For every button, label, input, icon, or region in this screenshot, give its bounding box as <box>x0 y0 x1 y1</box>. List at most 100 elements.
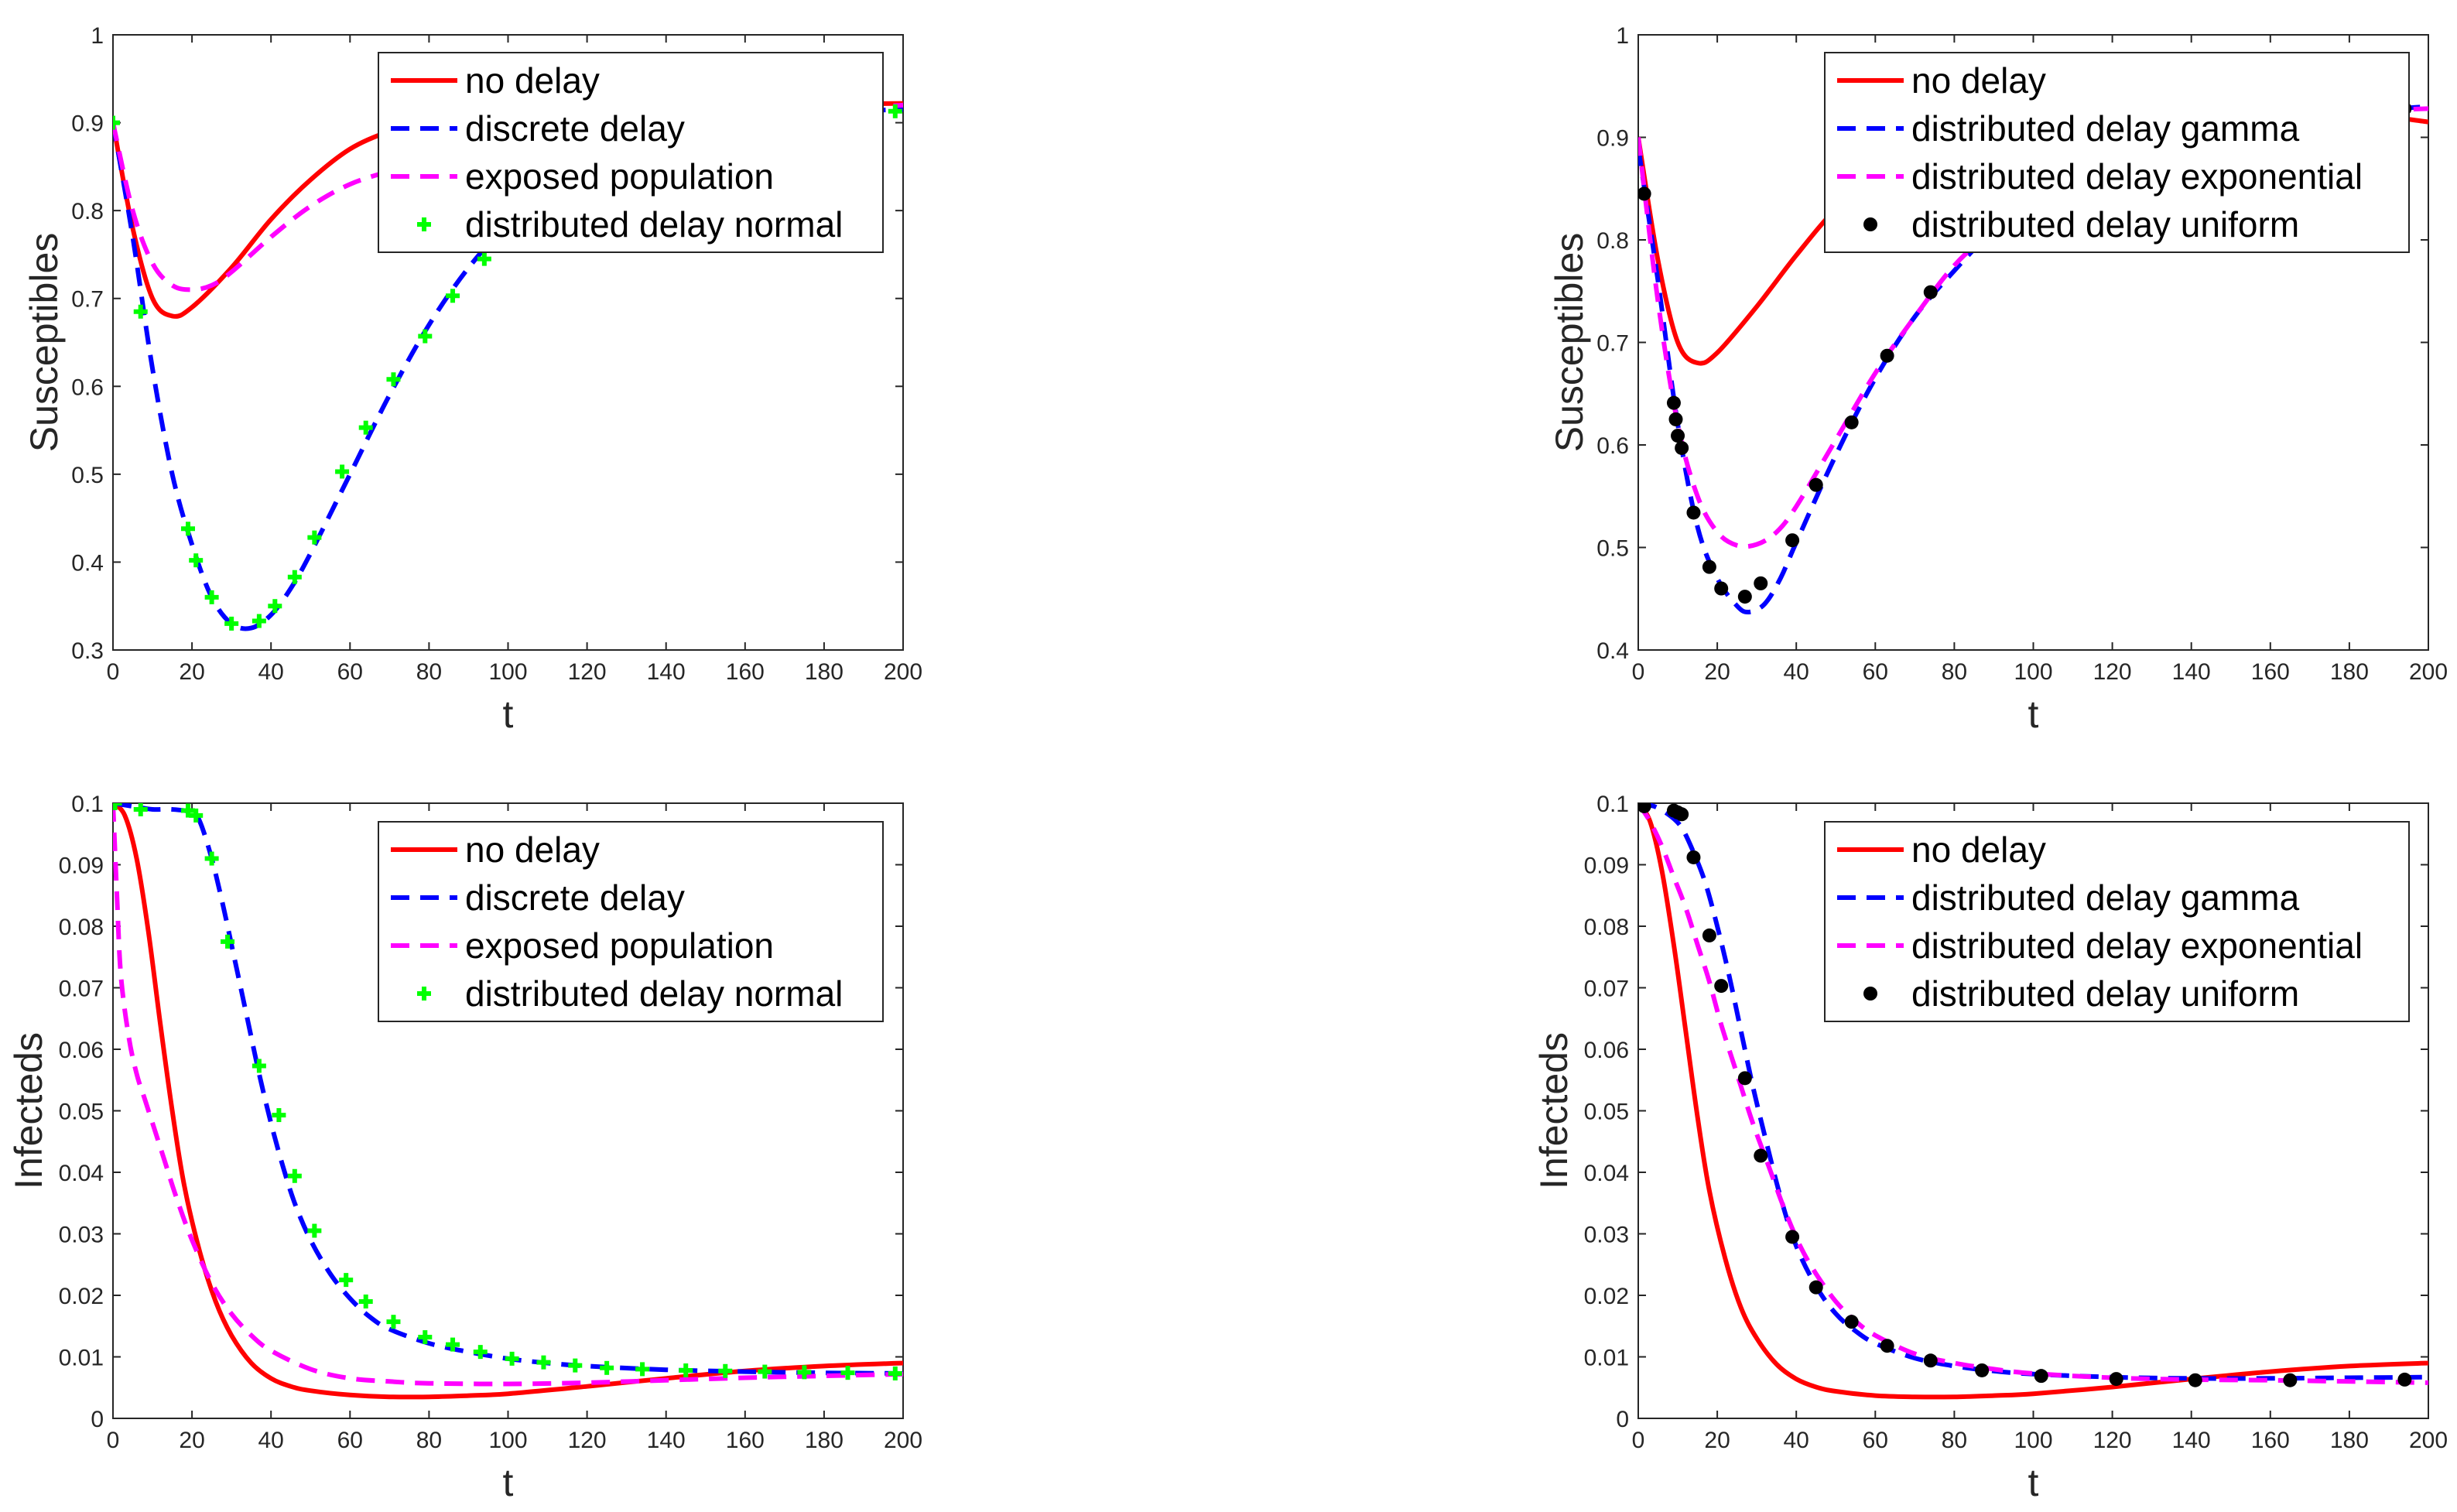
y-tick-label: 0.4 <box>71 550 104 576</box>
x-tick-label: 40 <box>1784 1428 1809 1453</box>
legend-label: no delay <box>1911 830 2046 870</box>
y-tick-label: 0.5 <box>71 463 104 488</box>
x-tick-label: 60 <box>1863 659 1888 685</box>
legend-entry-1: no delay <box>1837 830 2046 870</box>
legend-entry-3: exposed population <box>391 925 774 966</box>
series-4-point <box>635 1362 650 1377</box>
series-4-point <box>1737 1071 1752 1086</box>
y-tick-label: 0.06 <box>59 1038 104 1063</box>
x-tick-label: 140 <box>647 659 686 685</box>
series-4-point <box>568 1358 583 1373</box>
legend-box <box>1824 52 2410 253</box>
x-tick-label: 140 <box>2172 659 2211 685</box>
plot-area <box>113 803 903 1400</box>
y-tick-label: 0.4 <box>1596 638 1629 664</box>
legend: no delay discrete delay exposed population… <box>378 821 884 1022</box>
series-4-point <box>113 115 120 130</box>
series-4-point <box>2034 1369 2048 1384</box>
series-4-point <box>386 372 401 387</box>
series-4-point <box>189 808 204 823</box>
series-4-point <box>2188 1373 2202 1387</box>
series-4-point <box>268 599 282 614</box>
x-tick-label: 140 <box>2172 1428 2211 1453</box>
y-tick-label: 0.08 <box>1584 915 1629 940</box>
series-4-point <box>1671 429 1685 443</box>
series-4-point <box>1686 505 1701 520</box>
legend-label: distributed delay gamma <box>1911 877 2300 918</box>
series-4-point <box>1638 186 1651 201</box>
legend-entry-2: distributed delay gamma <box>1837 108 2300 149</box>
y-axis-label: Infecteds <box>1532 1032 1576 1189</box>
x-tick-label: 100 <box>488 1428 527 1453</box>
series-4-point <box>1714 979 1729 994</box>
y-tick-label: 0.09 <box>59 853 104 879</box>
series-4-point <box>1737 590 1752 604</box>
y-tick-label: 0 <box>1616 1407 1629 1432</box>
y-tick-label: 1 <box>91 23 104 49</box>
x-tick-label: 160 <box>726 1428 765 1453</box>
series-4-point <box>1754 576 1768 590</box>
subplot-1: 0 20 40 60 80 100 120 140 160 180 200 0.3 0.4 0.5 0.6 0… <box>22 23 922 736</box>
series-4-point <box>180 803 195 818</box>
y-tick-label: 0.08 <box>59 915 104 940</box>
series-4-point <box>2283 1373 2298 1387</box>
legend-entry-2: discrete delay <box>391 108 685 149</box>
y-tick-label: 0.03 <box>1584 1223 1629 1248</box>
legend-label: distributed delay uniform <box>1911 973 2299 1014</box>
legend-label: no delay <box>465 60 600 101</box>
series-4-point <box>1844 1315 1859 1329</box>
legend-swatch <box>417 987 431 1001</box>
y-tick-label: 0.5 <box>1596 536 1629 562</box>
legend-label: distributed delay exponential <box>1911 925 2363 966</box>
series-4-point <box>2397 1372 2412 1387</box>
y-tick-label: 0.04 <box>1584 1161 1629 1186</box>
legend-entry-4: distributed delay uniform <box>1863 204 2299 245</box>
x-tick-label: 20 <box>1704 659 1730 685</box>
subplot-3: 0 20 40 60 80 100 120 140 160 180 200 0 0.01 0.02 0.03… <box>7 792 922 1504</box>
series-4-point <box>1714 581 1729 596</box>
series-line-3 <box>113 102 903 292</box>
series-4-point <box>386 1315 401 1329</box>
y-tick-label: 0.02 <box>1584 1284 1629 1309</box>
legend-label: discrete delay <box>465 877 685 918</box>
y-tick-label: 0.09 <box>1584 853 1629 879</box>
x-tick-label: 80 <box>416 659 442 685</box>
x-tick-label: 120 <box>2093 659 2132 685</box>
x-tick-label: 200 <box>884 659 922 685</box>
series-4-point <box>204 851 219 866</box>
legend-entry-2: distributed delay gamma <box>1837 877 2300 918</box>
y-tick-label: 0.05 <box>1584 1100 1629 1125</box>
x-tick-label: 0 <box>107 659 120 685</box>
legend-box <box>378 821 884 1022</box>
series-line-1 <box>113 803 903 1400</box>
series-4-point <box>505 1351 519 1366</box>
y-tick-label: 0.1 <box>1596 792 1629 817</box>
subplot-4: 0 20 40 60 80 100 120 140 160 180 200 0 0.01 0.02 0.03… <box>1532 792 2448 1504</box>
series-4-point <box>718 1363 733 1378</box>
series-4-point <box>840 1366 855 1380</box>
y-tick-label: 0.3 <box>71 638 104 664</box>
series-4-point <box>1880 348 1894 363</box>
x-tick-label: 100 <box>488 659 527 685</box>
series-4-point <box>679 1363 693 1377</box>
x-tick-label: 120 <box>568 659 607 685</box>
legend-box <box>378 52 884 253</box>
x-tick-label: 20 <box>179 659 204 685</box>
series-4-point <box>446 289 460 303</box>
y-tick-label: 0.7 <box>71 287 104 313</box>
legend-box <box>1824 821 2410 1022</box>
series-4-point <box>418 1330 433 1345</box>
x-axis-label: t <box>2028 1461 2039 1504</box>
series-4-point <box>252 614 266 628</box>
series-4-point <box>1880 1339 1894 1353</box>
series-4-point <box>224 616 239 631</box>
legend-label: distributed delay gamma <box>1911 108 2300 149</box>
series-4-point <box>1668 412 1683 426</box>
series-4-point <box>252 1059 266 1073</box>
legend-entry-3: distributed delay exponential <box>1837 156 2363 197</box>
x-tick-label: 60 <box>337 1428 363 1453</box>
series-4-point <box>221 934 235 949</box>
x-tick-label: 140 <box>647 1428 686 1453</box>
series-4-point <box>477 251 491 266</box>
